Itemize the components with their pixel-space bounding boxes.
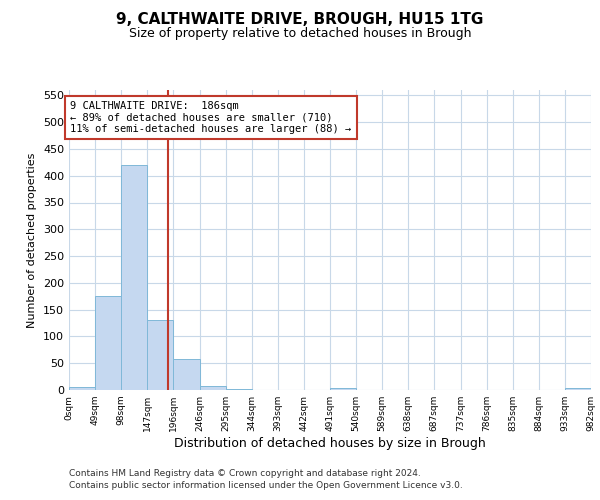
Text: Contains public sector information licensed under the Open Government Licence v3: Contains public sector information licen… (69, 481, 463, 490)
Bar (565, 388, 591, 390)
Bar (121, 165, 147, 390)
Text: 9 CALTHWAITE DRIVE:  186sqm
← 89% of detached houses are smaller (710)
11% of se: 9 CALTHWAITE DRIVE: 186sqm ← 89% of deta… (70, 100, 352, 134)
Bar (95, 296, 121, 390)
Bar (200, 386, 226, 390)
Bar (173, 359, 200, 390)
Text: 9, CALTHWAITE DRIVE, BROUGH, HU15 1TG: 9, CALTHWAITE DRIVE, BROUGH, HU15 1TG (116, 12, 484, 28)
X-axis label: Distribution of detached houses by size in Brough: Distribution of detached houses by size … (174, 437, 486, 450)
Y-axis label: Number of detached properties: Number of detached properties (28, 152, 37, 328)
Text: Size of property relative to detached houses in Brough: Size of property relative to detached ho… (129, 28, 471, 40)
Bar (330, 388, 356, 390)
Text: Contains HM Land Registry data © Crown copyright and database right 2024.: Contains HM Land Registry data © Crown c… (69, 468, 421, 477)
Bar (69, 388, 95, 390)
Bar (147, 320, 173, 390)
Bar (226, 389, 252, 390)
